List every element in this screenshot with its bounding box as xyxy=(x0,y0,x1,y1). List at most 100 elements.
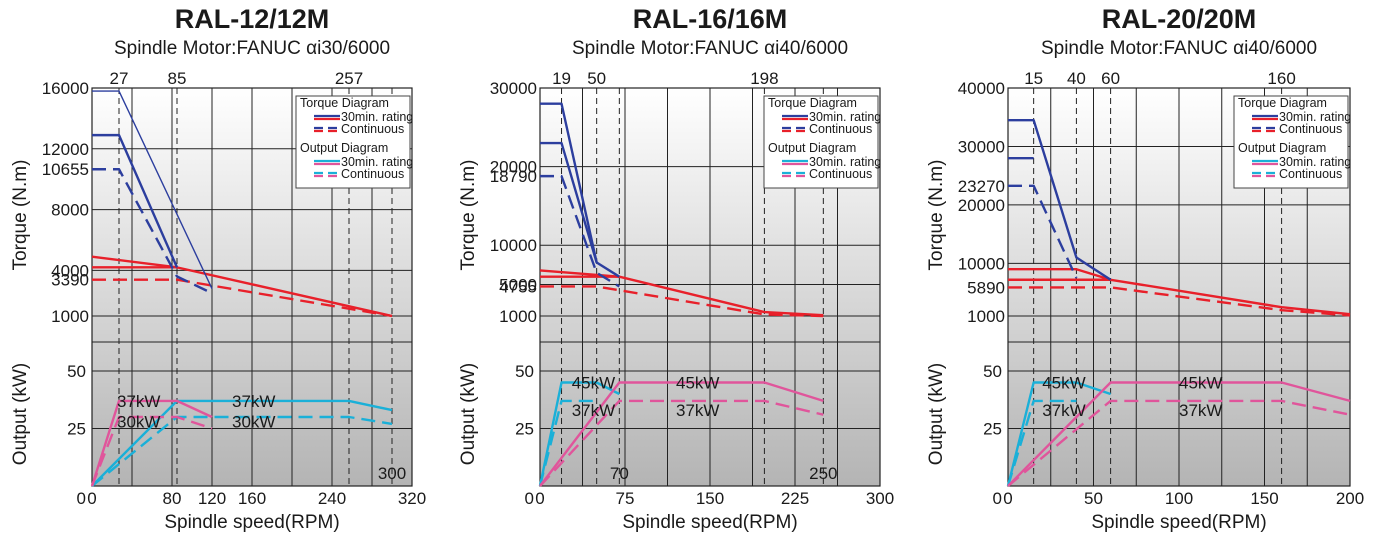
torque-tick-label: 20000 xyxy=(958,196,1005,215)
legend-continuous-label: Continuous xyxy=(809,167,872,181)
series-output-30min-low xyxy=(90,399,213,487)
output-annotation: 45kW xyxy=(1042,374,1085,393)
legend-torque-title: Torque Diagram xyxy=(1238,96,1327,110)
output-annotation: 37kW xyxy=(1042,401,1085,420)
top-speed-label: 198 xyxy=(750,69,778,88)
x-axis-label: Spindle speed(RPM) xyxy=(1091,512,1266,533)
x-tick-label: 50 xyxy=(1084,489,1103,508)
series-torque-continuous-low xyxy=(540,174,620,288)
torque-extra-tick-label: 23270 xyxy=(958,177,1005,196)
legend-30min-label: 30min. rating xyxy=(1279,155,1351,169)
series-output-30min-low xyxy=(539,381,824,487)
series-output-30min-spindle xyxy=(1006,381,1111,487)
x-tick-label: 0 xyxy=(535,489,544,508)
x-tick-label: 200 xyxy=(1336,489,1364,508)
output-axis-label: Output (kW) xyxy=(458,363,479,465)
bottom-speed-label: 300 xyxy=(378,464,406,483)
x-axis-label: Spindle speed(RPM) xyxy=(622,512,797,533)
x-tick-label: 240 xyxy=(318,489,346,508)
series-torque-30min-low xyxy=(1008,118,1112,281)
output-annotation: 30kW xyxy=(232,413,275,432)
torque-tick-label: 5000 xyxy=(499,276,537,295)
chart-subtitle: Spindle Motor:FANUC αi30/6000 xyxy=(114,38,390,59)
torque-tick-label: 10000 xyxy=(490,236,537,255)
torque-extra-tick-label: 5890 xyxy=(967,278,1005,297)
series-output-30min-spindle xyxy=(91,399,393,487)
series-torque-continuous-spindle xyxy=(92,278,393,318)
output-annotation: 37kW xyxy=(572,401,615,420)
output-annotation: 45kW xyxy=(572,374,615,393)
output-tick-label: 50 xyxy=(67,362,86,381)
x-axis-label: Spindle speed(RPM) xyxy=(164,512,339,533)
chart-title: RAL-16/16M xyxy=(633,4,788,34)
top-speed-label: 19 xyxy=(552,69,571,88)
legend-torque-title: Torque Diagram xyxy=(300,96,389,110)
series-torque-continuous-low xyxy=(1008,184,1078,279)
legend-30min-label: 30min. rating xyxy=(809,155,881,169)
torque-tick-label: 1000 xyxy=(499,307,537,326)
plot-frame xyxy=(91,87,413,487)
top-speed-label: 40 xyxy=(1067,69,1086,88)
series-output-continuous-spindle xyxy=(1006,399,1077,487)
legend-output-title: Output Diagram xyxy=(1238,141,1326,155)
torque-extra-tick-label: 4755 xyxy=(499,277,537,296)
chart-title: RAL-20/20M xyxy=(1102,4,1257,34)
torque-tick-label: 20000 xyxy=(490,158,537,177)
series-output-continuous-low xyxy=(1007,399,1351,487)
torque-tick-label: 10000 xyxy=(958,254,1005,273)
torque-extra-tick-label: 10655 xyxy=(42,160,89,179)
origin-label: 0 xyxy=(77,489,86,508)
legend-continuous-label: Continuous xyxy=(341,122,404,136)
top-speed-label: 257 xyxy=(335,69,363,88)
series-output-continuous-spindle xyxy=(91,415,393,487)
x-tick-label: 100 xyxy=(1165,489,1193,508)
series-output-continuous-spindle xyxy=(538,399,597,487)
legend-continuous-label: Continuous xyxy=(809,122,872,136)
output-annotation: 45kW xyxy=(1179,374,1222,393)
torque-tick-label: 30000 xyxy=(490,79,537,98)
torque-axis-label: Torque (N.m) xyxy=(926,160,947,271)
output-annotation: 37kW xyxy=(232,392,275,411)
torque-tick-label: 8000 xyxy=(51,201,89,220)
x-tick-label: 160 xyxy=(238,489,266,508)
chart-title: RAL-12/12M xyxy=(175,4,330,34)
x-tick-label: 75 xyxy=(616,489,635,508)
top-speed-label: 85 xyxy=(168,69,187,88)
legend-continuous-label: Continuous xyxy=(341,167,404,181)
series-output-30min-spindle xyxy=(538,381,620,487)
torque-axis-label: Torque (N.m) xyxy=(458,160,479,271)
x-tick-label: 320 xyxy=(398,489,426,508)
chart-subtitle: Spindle Motor:FANUC αi40/6000 xyxy=(1041,38,1317,59)
x-tick-label: 150 xyxy=(696,489,724,508)
legend-30min-label: 30min. rating xyxy=(809,110,881,124)
output-annotation: 37kW xyxy=(676,401,719,420)
output-annotation: 30kW xyxy=(117,413,160,432)
series-torque-continuous-spindle xyxy=(1008,286,1351,317)
series-torque-30min-low-2 xyxy=(540,141,598,263)
output-tick-label: 25 xyxy=(67,420,86,439)
legend-30min-label: 30min. rating xyxy=(341,110,413,124)
output-axis-label: Output (kW) xyxy=(926,363,947,465)
output-annotation: 45kW xyxy=(676,374,719,393)
x-tick-label: 0 xyxy=(87,489,96,508)
legend-30min-label: 30min. rating xyxy=(1279,110,1351,124)
bottom-speed-label: 250 xyxy=(809,464,837,483)
series-torque-30min-low xyxy=(540,102,620,278)
series-torque-continuous-spindle xyxy=(540,285,824,318)
x-tick-label: 300 xyxy=(866,489,894,508)
output-annotation: 37kW xyxy=(117,392,160,411)
output-annotation: 37kW xyxy=(1179,401,1222,420)
top-speed-label: 50 xyxy=(587,69,606,88)
x-tick-label: 150 xyxy=(1250,489,1278,508)
top-speed-label: 15 xyxy=(1024,69,1043,88)
series-output-30min-low xyxy=(1007,381,1351,487)
origin-label: 0 xyxy=(525,489,534,508)
x-tick-label: 0 xyxy=(1003,489,1012,508)
series-output-continuous-low xyxy=(90,415,213,487)
output-axis-label: Output (kW) xyxy=(10,363,31,465)
torque-tick-label: 30000 xyxy=(958,137,1005,156)
legend-30min-label: 30min. rating xyxy=(341,155,413,169)
output-tick-label: 50 xyxy=(983,362,1002,381)
x-tick-label: 80 xyxy=(163,489,182,508)
